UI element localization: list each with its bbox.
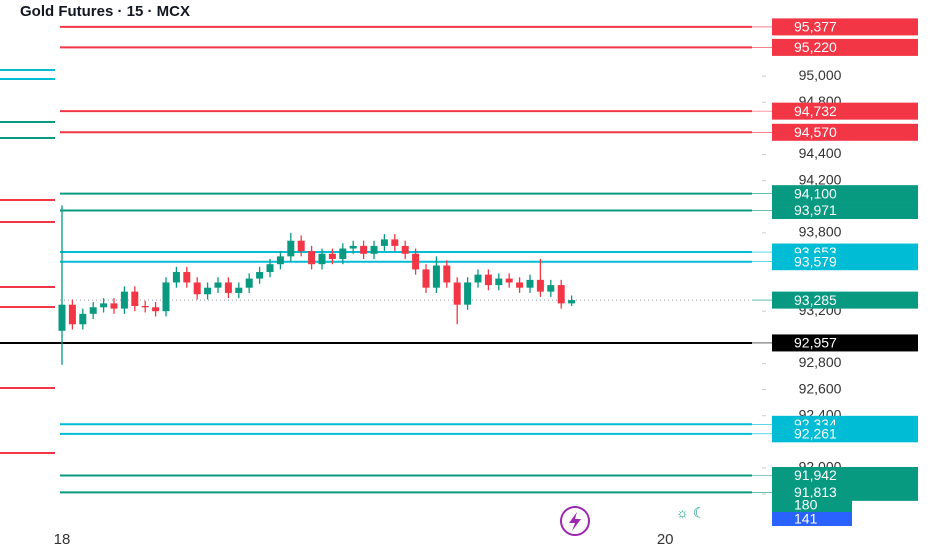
candle-body bbox=[380, 239, 388, 246]
y-tick-label: 94,200 bbox=[799, 171, 842, 187]
level-label: 94,570 bbox=[794, 124, 837, 140]
level-label: 91,942 bbox=[794, 467, 837, 483]
candle-body bbox=[464, 282, 472, 305]
candle-body bbox=[484, 274, 492, 286]
candle-body bbox=[256, 272, 264, 279]
level-label: 94,100 bbox=[794, 185, 837, 201]
level-label-box bbox=[772, 18, 918, 36]
volume-badge-label: 180 bbox=[794, 497, 818, 513]
candle-body bbox=[453, 282, 461, 305]
level-label: 95,377 bbox=[794, 19, 837, 35]
candle-body bbox=[162, 282, 170, 312]
candle-body bbox=[443, 265, 451, 283]
candle-body bbox=[318, 253, 326, 265]
candle-body bbox=[79, 313, 87, 325]
candle-body bbox=[526, 279, 534, 288]
candle-body bbox=[224, 282, 232, 293]
y-tick-label: 94,400 bbox=[799, 145, 842, 161]
candle-body bbox=[308, 251, 316, 265]
level-label: 91,813 bbox=[794, 484, 837, 500]
level-label-box bbox=[772, 334, 918, 352]
level-label: 94,732 bbox=[794, 103, 837, 119]
candle-body bbox=[360, 245, 368, 254]
candle-body bbox=[516, 282, 524, 288]
level-label-box bbox=[772, 185, 918, 203]
y-tick-label: 93,800 bbox=[799, 224, 842, 240]
candle-body bbox=[120, 291, 128, 309]
candle-body bbox=[131, 291, 139, 306]
candle-body bbox=[547, 285, 555, 292]
candle-body bbox=[391, 239, 399, 246]
level-label: 93,579 bbox=[794, 253, 837, 269]
y-tick-label: 95,000 bbox=[799, 67, 842, 83]
chart-title: Gold Futures · 15 · MCX bbox=[20, 3, 190, 20]
volume-badge bbox=[772, 512, 852, 526]
candle-body bbox=[432, 265, 440, 288]
candle-body bbox=[474, 274, 482, 283]
candle-body bbox=[422, 269, 430, 288]
candle-body bbox=[349, 245, 357, 249]
candle-body bbox=[204, 287, 212, 295]
candle-body bbox=[495, 278, 503, 286]
candle-body bbox=[193, 282, 201, 295]
candle-body bbox=[110, 303, 118, 309]
candle-body bbox=[536, 279, 544, 292]
candle-body bbox=[505, 278, 513, 283]
candle-body bbox=[412, 253, 420, 270]
candle-body bbox=[68, 304, 76, 325]
toolbar-button[interactable] bbox=[560, 506, 590, 536]
candle-body bbox=[183, 272, 191, 283]
volume-badge-label: 141 bbox=[794, 511, 818, 527]
candle-body bbox=[152, 307, 160, 312]
level-label: 93,285 bbox=[794, 292, 837, 308]
level-label: 92,957 bbox=[794, 335, 837, 351]
candle-body bbox=[89, 307, 97, 314]
candle-body bbox=[141, 305, 149, 308]
candle-body bbox=[100, 303, 108, 308]
toolbar-icons[interactable]: ☼ ☾ bbox=[676, 505, 705, 521]
level-label: 93,971 bbox=[794, 202, 837, 218]
y-tick-label: 92,600 bbox=[799, 380, 842, 396]
candle-body bbox=[172, 272, 180, 283]
x-tick-label: 18 bbox=[54, 531, 71, 548]
candle-body bbox=[297, 240, 305, 252]
candle-body bbox=[370, 245, 378, 254]
candle-body bbox=[328, 253, 336, 259]
level-label-box bbox=[772, 467, 918, 485]
level-label-box bbox=[772, 483, 918, 501]
candle-body bbox=[557, 285, 565, 304]
level-label: 92,261 bbox=[794, 426, 837, 442]
candle-body bbox=[401, 245, 409, 254]
level-label-box bbox=[772, 102, 918, 120]
volume-badge bbox=[772, 498, 852, 512]
level-label-box bbox=[772, 202, 918, 220]
level-label-box bbox=[772, 38, 918, 56]
candle-body bbox=[235, 287, 243, 293]
level-label: 95,220 bbox=[794, 39, 837, 55]
candle-body bbox=[339, 248, 347, 259]
candle-body bbox=[58, 304, 66, 331]
previous-session-levels bbox=[0, 69, 60, 454]
x-tick-label: 20 bbox=[657, 531, 674, 548]
level-label-box bbox=[772, 291, 918, 309]
candle-body bbox=[568, 300, 576, 304]
level-label-box bbox=[772, 123, 918, 141]
y-tick-label: 92,800 bbox=[799, 354, 842, 370]
level-label-box bbox=[772, 425, 918, 443]
level-label-box bbox=[772, 253, 918, 271]
candle-body bbox=[276, 256, 284, 265]
candle-body bbox=[214, 282, 222, 288]
candle-body bbox=[266, 264, 274, 273]
candle-body bbox=[245, 278, 253, 288]
candle-body bbox=[287, 240, 295, 257]
